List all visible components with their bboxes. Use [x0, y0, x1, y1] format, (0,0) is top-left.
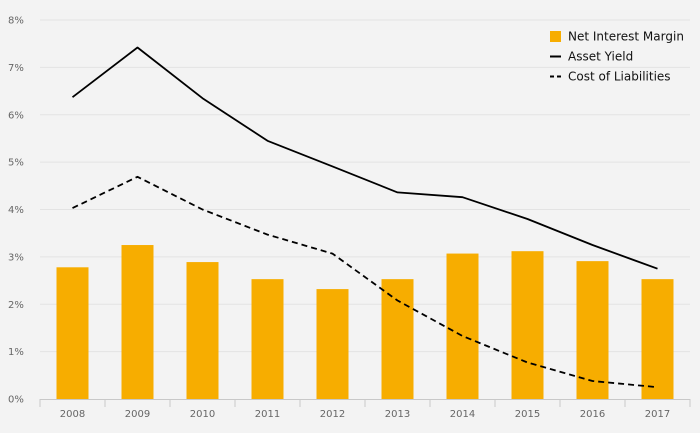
bar-2013	[381, 279, 414, 399]
legend-swatch-net-interest-margin	[550, 31, 561, 42]
bar-2017	[641, 279, 674, 399]
y-tick-label-7: 7%	[8, 63, 24, 74]
bar-2010	[186, 262, 219, 399]
y-tick-label-4: 4%	[8, 205, 24, 216]
y-tick-label-1: 1%	[8, 347, 24, 358]
line-asset-yield	[71, 46, 658, 270]
x-tick-label-2009: 2009	[125, 409, 150, 420]
y-tick-label-0: 0%	[8, 395, 24, 406]
x-tick-label-2014: 2014	[450, 409, 475, 420]
x-tick-label-2015: 2015	[515, 409, 540, 420]
bar-2012	[316, 289, 349, 399]
x-tick-label-2011: 2011	[255, 409, 280, 420]
legend-label-cost-of-liabilities: Cost of Liabilities	[568, 70, 671, 84]
y-tick-label-5: 5%	[8, 158, 24, 169]
x-tick-label-2008: 2008	[60, 409, 85, 420]
bars-layer	[56, 245, 674, 399]
bar-2016	[576, 261, 609, 399]
legend-label-net-interest-margin: Net Interest Margin	[568, 30, 684, 44]
bar-2011	[251, 279, 284, 399]
legend-label-asset-yield: Asset Yield	[568, 50, 633, 64]
x-tick-label-2017: 2017	[645, 409, 670, 420]
line-cost-of-liabilities	[72, 175, 658, 389]
bar-2008	[56, 267, 89, 399]
lines-layer	[71, 46, 658, 389]
axes-layer: 0% 1% 2% 3% 4% 5% 6% 7% 8% 2008 2009 2010 2011 2012 20…	[8, 16, 691, 420]
y-tick-label-8: 8%	[8, 16, 24, 27]
bar-2015	[511, 251, 544, 399]
x-tick-label-2013: 2013	[385, 409, 410, 420]
x-tick-label-2012: 2012	[320, 409, 345, 420]
y-tick-label-6: 6%	[8, 110, 24, 121]
y-tick-label-3: 3%	[8, 252, 24, 263]
x-tick-label-2016: 2016	[580, 409, 605, 420]
bar-2009	[121, 245, 154, 399]
x-tick-label-2010: 2010	[190, 409, 215, 420]
legend: Net Interest Margin Asset Yield Cost of Li…	[550, 30, 684, 84]
bar-2014	[446, 253, 479, 399]
y-tick-label-2: 2%	[8, 300, 24, 311]
